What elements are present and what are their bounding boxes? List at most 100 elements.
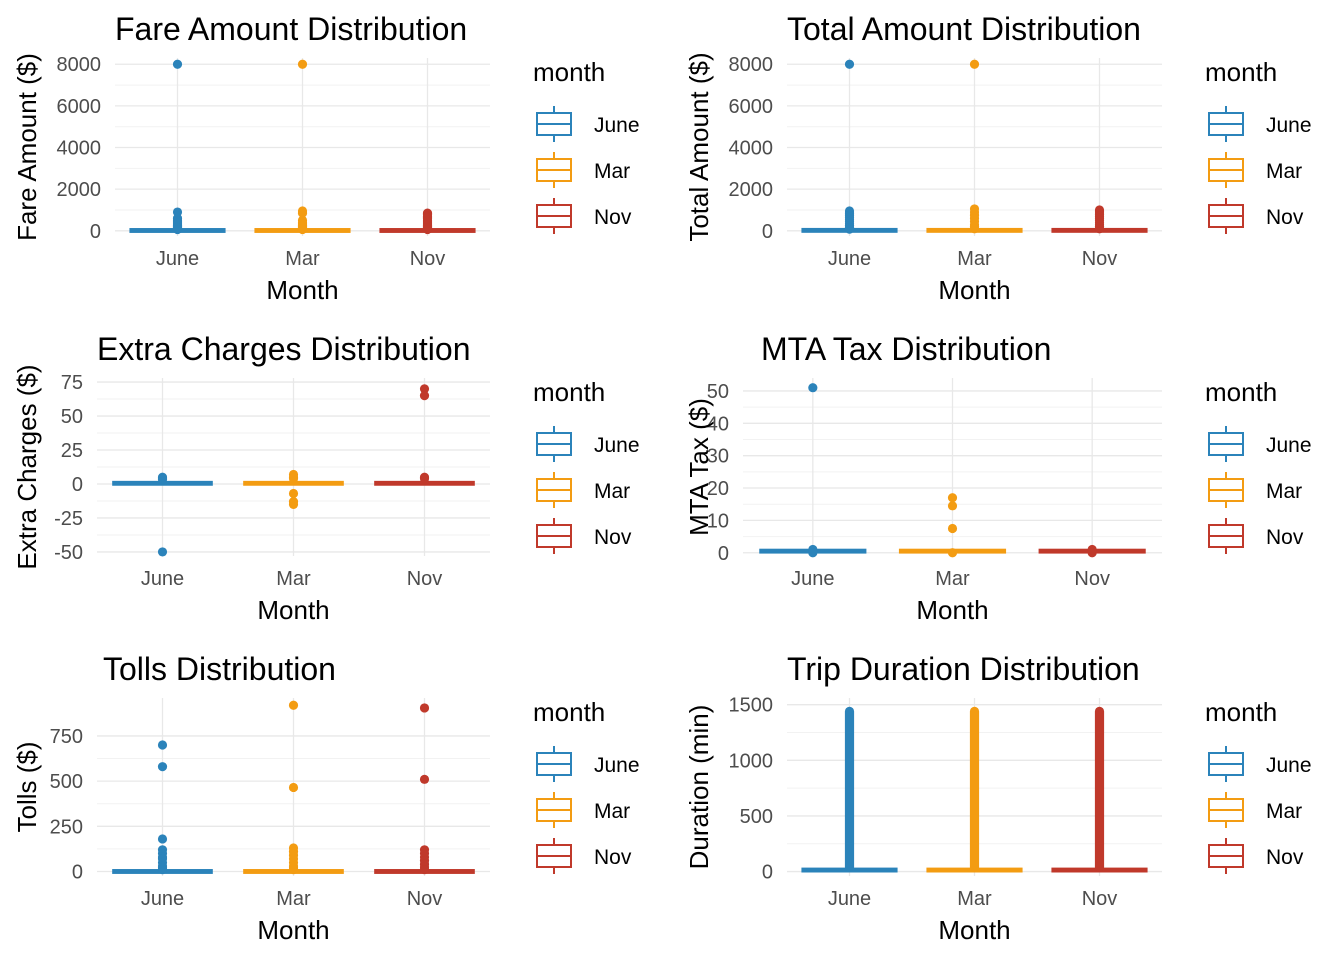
y-tick-label: 1500 <box>729 695 774 717</box>
y-tick-label: 2000 <box>729 179 774 201</box>
y-tick-label: 4000 <box>57 138 102 160</box>
y-tick-label: 6000 <box>729 96 774 118</box>
legend-key-nov: Nov <box>536 518 632 554</box>
y-axis-title: Tolls ($) <box>12 741 42 832</box>
x-axis-title: Month <box>938 915 1010 945</box>
outlier-point <box>157 834 168 844</box>
outlier-point <box>844 224 855 234</box>
x-tick-label: June <box>141 888 184 910</box>
y-tick-label: 1000 <box>729 750 774 772</box>
box-june <box>112 472 213 557</box>
box-mar <box>926 59 1023 234</box>
box-mar <box>926 706 1023 873</box>
outlier-point <box>947 548 958 558</box>
y-tick-label: 750 <box>50 726 83 748</box>
y-tick-label: 500 <box>740 806 773 828</box>
outlier-point <box>947 523 958 534</box>
chart-title: Trip Duration Distribution <box>787 651 1140 687</box>
panel-6: 0 500 1000 1500 June Mar Nov Trip Duration Dist… <box>684 651 1312 945</box>
x-axis-title: Month <box>257 915 329 945</box>
outlier-point <box>288 782 299 793</box>
outlier-point <box>288 473 299 484</box>
legend: month June Mar Nov <box>533 697 640 874</box>
legend-key-mar: Mar <box>1208 152 1302 188</box>
y-tick-label: 0 <box>762 221 773 243</box>
y-tick-label: 40 <box>707 413 729 435</box>
legend-label: Mar <box>1266 480 1302 503</box>
legend-label: Nov <box>594 526 632 549</box>
legend-label: Mar <box>1266 800 1302 823</box>
x-axis-title: Month <box>266 275 338 305</box>
y-tick-label: 8000 <box>57 54 102 76</box>
y-tick-label: 0 <box>762 862 773 884</box>
legend-key-mar: Mar <box>536 792 630 828</box>
outlier-point <box>288 865 299 875</box>
outlier-point <box>808 548 818 558</box>
outlier-point <box>172 224 183 235</box>
legend-label: Mar <box>594 800 630 823</box>
box-mar <box>898 493 1007 558</box>
x-tick-label: Nov <box>410 248 446 270</box>
legend-label: June <box>1266 754 1312 777</box>
outlier-point <box>419 391 430 401</box>
legend-key-nov: Nov <box>536 838 632 874</box>
outlier-point <box>157 740 168 750</box>
legend-label: Nov <box>594 846 632 869</box>
legend-label: June <box>594 114 640 137</box>
outlier-point <box>1094 224 1105 234</box>
legend-label: Mar <box>1266 160 1302 183</box>
legend-key-mar: Mar <box>536 152 630 188</box>
panel-3: -50 -25 0 25 50 75 June Mar Nov Extra Charges Dis… <box>12 331 640 625</box>
x-tick-label: Nov <box>407 568 443 590</box>
y-tick-label: 2000 <box>57 179 102 201</box>
box-mar <box>243 469 344 509</box>
box-june <box>759 383 867 558</box>
legend-title: month <box>533 697 605 727</box>
outlier-point <box>808 383 818 393</box>
outlier-point <box>419 865 430 875</box>
y-axis-title: Total Amount ($) <box>684 52 714 241</box>
y-tick-label: 8000 <box>729 54 774 76</box>
outlier-point <box>157 865 168 875</box>
outlier-point <box>288 499 299 509</box>
y-tick-label: 20 <box>707 478 729 500</box>
box-june <box>801 59 898 234</box>
legend-title: month <box>1205 697 1277 727</box>
legend: month June Mar Nov <box>1205 377 1312 554</box>
chart-title: MTA Tax Distribution <box>761 331 1051 367</box>
legend: month June Mar Nov <box>1205 57 1312 234</box>
x-tick-label: June <box>791 568 834 590</box>
outlier-point <box>422 224 433 235</box>
box-june <box>112 740 213 875</box>
y-tick-label: 75 <box>61 372 83 394</box>
panel-1: 0 2000 4000 6000 8000 June Mar Nov Fare Amount D… <box>12 11 640 305</box>
y-tick-label: 0 <box>90 221 101 243</box>
y-tick-label: -50 <box>54 542 83 564</box>
outlier-point <box>419 473 430 484</box>
panel-5: 0 250 500 750 June Mar Nov Tolls Distribution Mo… <box>12 651 640 945</box>
y-tick-label: 50 <box>707 381 729 403</box>
x-tick-label: June <box>141 568 184 590</box>
legend-title: month <box>533 57 605 87</box>
legend-key-june: June <box>536 426 640 462</box>
legend-key-mar: Mar <box>1208 472 1302 508</box>
x-tick-label: Mar <box>285 248 320 270</box>
chart-title: Tolls Distribution <box>103 651 336 687</box>
panel-4: 0 10 20 30 40 50 June Mar Nov MTA Tax Distributio… <box>684 331 1312 625</box>
chart-title: Total Amount Distribution <box>787 11 1141 47</box>
legend-key-june: June <box>1208 106 1312 142</box>
box-mar <box>254 59 351 235</box>
legend-label: Nov <box>1266 526 1304 549</box>
legend-key-nov: Nov <box>1208 838 1304 874</box>
legend-key-june: June <box>536 106 640 142</box>
box-nov <box>1038 544 1146 558</box>
legend-label: Nov <box>1266 846 1304 869</box>
box-june <box>801 706 898 873</box>
outlier-band <box>844 706 855 872</box>
chart-title: Extra Charges Distribution <box>97 331 470 367</box>
x-tick-label: Mar <box>957 888 992 910</box>
outlier-point <box>297 59 308 69</box>
legend-key-nov: Nov <box>1208 198 1304 234</box>
